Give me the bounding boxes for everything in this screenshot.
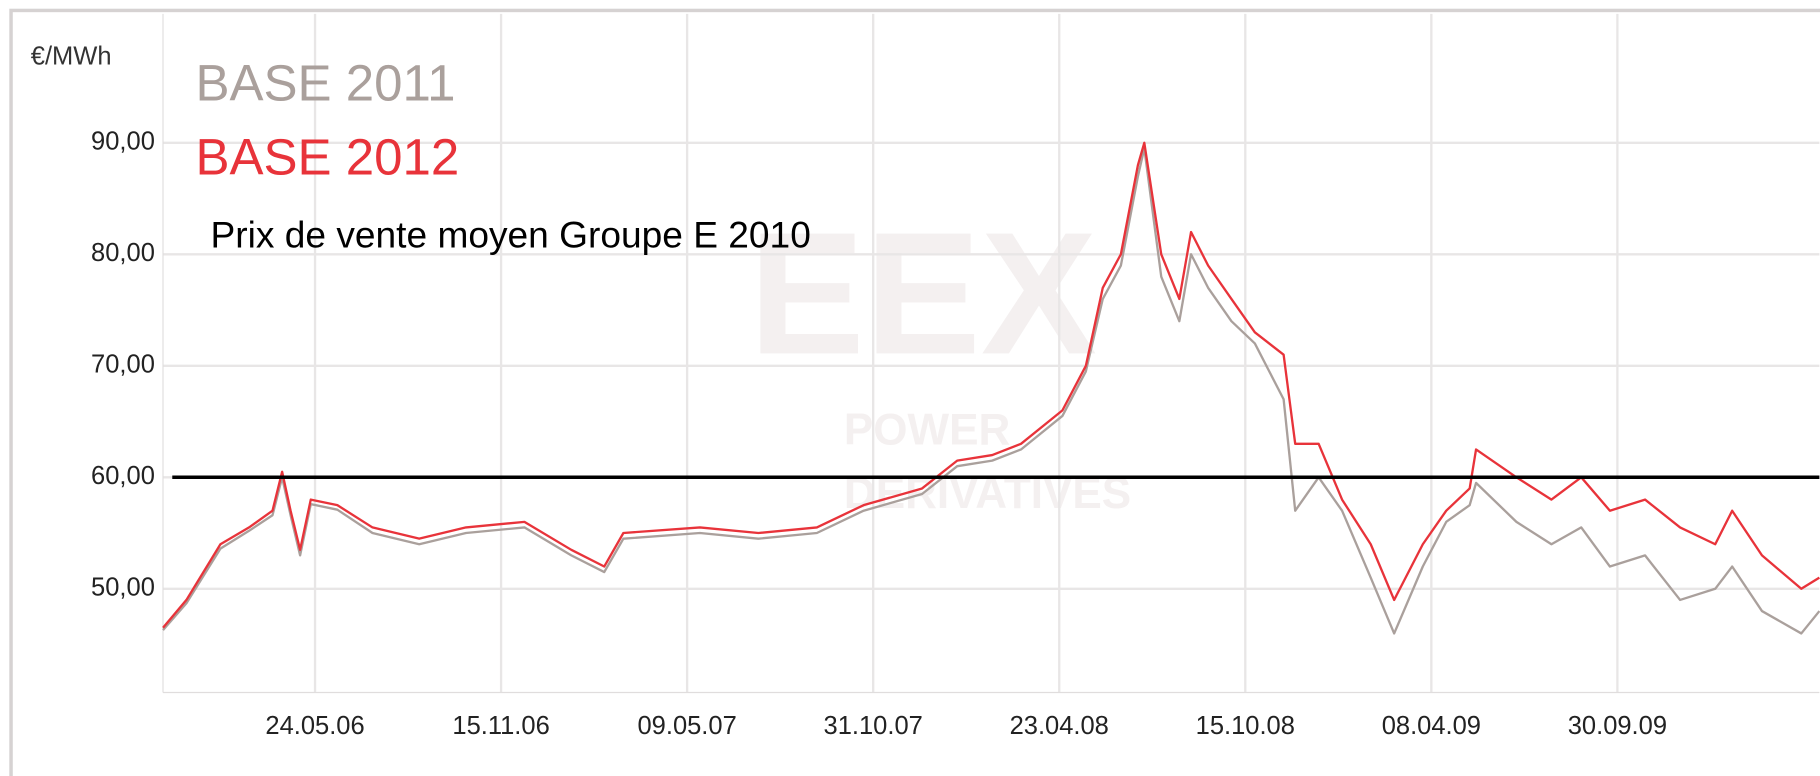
- x-tick-label: 09.05.07: [638, 712, 737, 740]
- y-tick-label: 70,00: [91, 351, 155, 379]
- watermark-text: POWER: [844, 405, 1010, 454]
- x-tick-label: 31.10.07: [824, 712, 923, 740]
- y-tick-label: 90,00: [91, 128, 155, 156]
- y-axis-label: €/MWh: [31, 43, 112, 71]
- watermark-text: EEX: [749, 195, 1097, 390]
- reference-label: Prix de vente moyen Groupe E 2010: [211, 214, 811, 256]
- x-tick-label: 24.05.06: [265, 712, 364, 740]
- legend-entry: BASE 2012: [195, 129, 459, 186]
- y-tick-label: 60,00: [91, 462, 155, 490]
- legend-entry: BASE 2011: [195, 54, 455, 111]
- x-tick-label: 30.09.09: [1568, 712, 1667, 740]
- x-tick-label: 08.04.09: [1382, 712, 1481, 740]
- x-tick-label: 15.11.06: [452, 712, 549, 740]
- y-tick-label: 50,00: [91, 574, 155, 602]
- series-line: [162, 147, 1820, 635]
- y-tick-label: 80,00: [91, 239, 155, 267]
- series-line: [162, 141, 1820, 629]
- frame: [9, 8, 1820, 776]
- x-tick-label: 15.10.08: [1196, 712, 1295, 740]
- x-tick-label: 23.04.08: [1010, 712, 1109, 740]
